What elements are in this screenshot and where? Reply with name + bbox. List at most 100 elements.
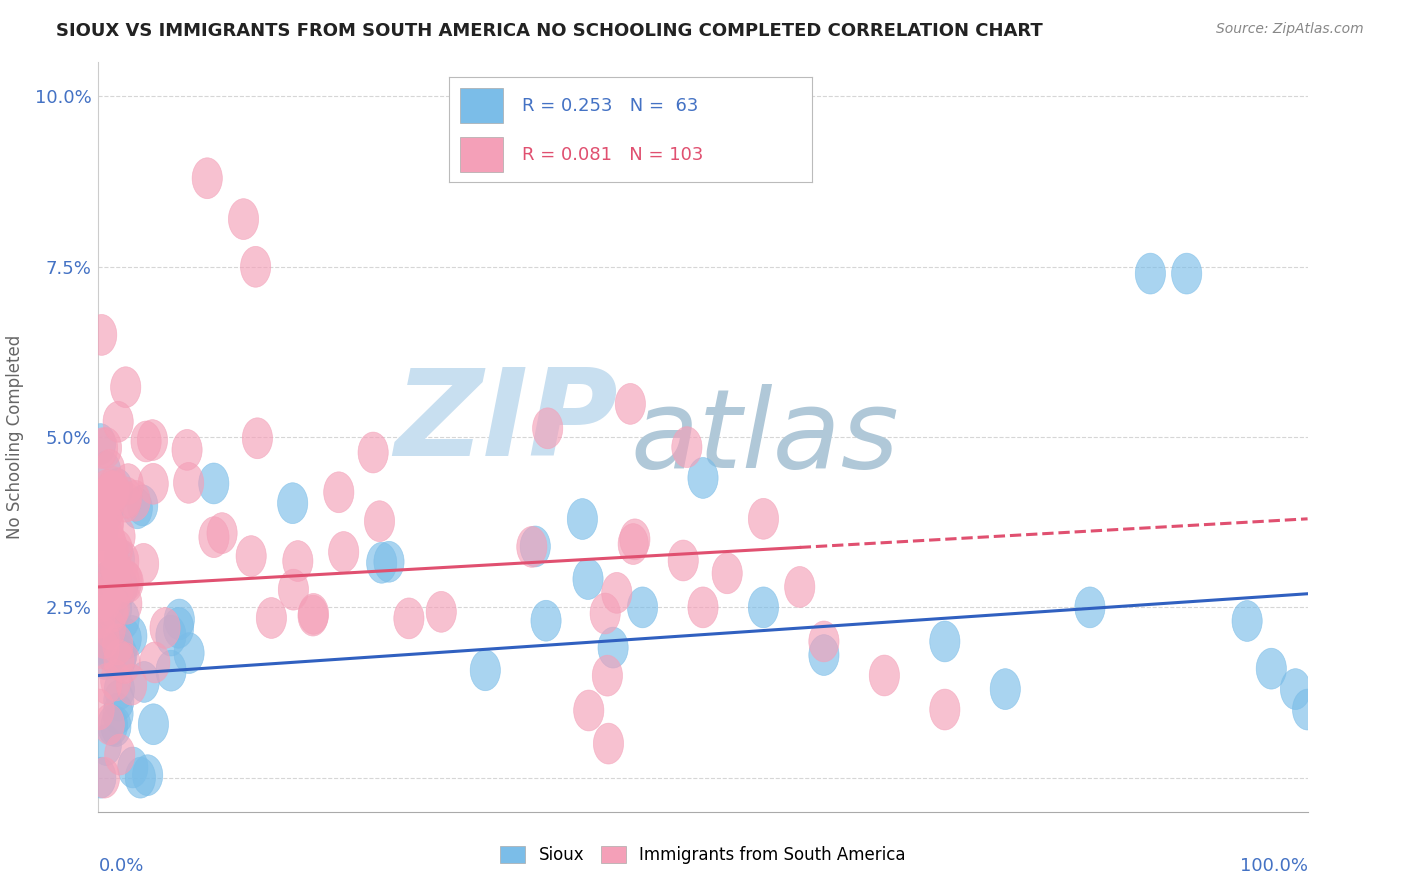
Ellipse shape [748,587,779,628]
Ellipse shape [156,615,186,656]
Ellipse shape [150,607,180,648]
Ellipse shape [103,530,132,570]
Ellipse shape [174,632,204,673]
Ellipse shape [94,473,125,513]
Ellipse shape [593,723,624,764]
Text: 100.0%: 100.0% [1240,856,1308,875]
Ellipse shape [90,501,121,542]
Ellipse shape [990,669,1021,709]
Ellipse shape [112,562,143,603]
Ellipse shape [688,587,718,628]
Ellipse shape [394,598,425,639]
Ellipse shape [602,573,631,614]
Ellipse shape [1232,600,1263,641]
Ellipse shape [236,536,266,576]
Ellipse shape [688,458,718,499]
Ellipse shape [111,583,142,624]
Ellipse shape [104,669,135,710]
Ellipse shape [101,548,131,589]
Ellipse shape [592,656,623,696]
Ellipse shape [91,580,121,620]
Ellipse shape [627,587,658,628]
Ellipse shape [869,655,900,696]
Text: ZIP: ZIP [395,364,619,481]
Ellipse shape [101,588,132,629]
Ellipse shape [139,642,170,683]
Ellipse shape [359,432,388,473]
Ellipse shape [90,451,121,492]
Ellipse shape [97,471,128,512]
Ellipse shape [111,618,141,659]
Ellipse shape [598,627,628,668]
Ellipse shape [86,424,115,465]
Ellipse shape [87,315,117,355]
Ellipse shape [108,541,139,582]
Ellipse shape [101,660,131,701]
Ellipse shape [98,541,128,581]
Ellipse shape [90,757,120,798]
Ellipse shape [112,464,143,505]
Ellipse shape [374,541,404,582]
Ellipse shape [711,553,742,594]
Ellipse shape [808,634,839,675]
Ellipse shape [91,515,121,556]
Ellipse shape [97,705,128,746]
Ellipse shape [97,632,128,673]
Ellipse shape [86,555,115,596]
Ellipse shape [91,724,121,765]
Ellipse shape [131,421,162,462]
Ellipse shape [672,426,702,467]
Ellipse shape [91,570,121,611]
Ellipse shape [91,664,122,705]
Ellipse shape [165,599,194,640]
Ellipse shape [107,566,138,607]
Ellipse shape [1281,669,1310,709]
Ellipse shape [173,462,204,503]
Ellipse shape [94,704,124,745]
Text: atlas: atlas [630,384,898,491]
Ellipse shape [103,401,134,442]
Ellipse shape [84,689,114,730]
Ellipse shape [87,428,118,468]
Ellipse shape [111,477,142,518]
Ellipse shape [620,519,650,560]
Ellipse shape [193,158,222,199]
Ellipse shape [117,665,146,705]
Ellipse shape [110,481,141,522]
Ellipse shape [86,495,115,536]
Ellipse shape [283,541,314,582]
Ellipse shape [112,560,142,601]
Ellipse shape [94,585,124,626]
Ellipse shape [104,640,134,681]
Ellipse shape [277,483,308,524]
Ellipse shape [84,524,114,566]
Ellipse shape [108,561,139,601]
Ellipse shape [117,615,148,657]
Ellipse shape [98,471,129,512]
Ellipse shape [120,480,150,521]
Ellipse shape [125,757,156,798]
Ellipse shape [1074,587,1105,628]
Ellipse shape [104,734,135,775]
Ellipse shape [100,587,129,628]
Ellipse shape [98,467,128,508]
Ellipse shape [93,490,124,531]
Ellipse shape [329,532,359,573]
Ellipse shape [84,587,114,628]
Y-axis label: No Schooling Completed: No Schooling Completed [6,335,24,539]
Ellipse shape [110,599,139,640]
Text: 0.0%: 0.0% [98,856,143,875]
Ellipse shape [198,516,229,558]
Ellipse shape [90,577,120,617]
Ellipse shape [567,499,598,540]
Ellipse shape [240,246,271,287]
Ellipse shape [198,463,229,504]
Ellipse shape [89,629,120,669]
Ellipse shape [110,642,141,683]
Ellipse shape [591,593,620,634]
Ellipse shape [91,523,121,563]
Ellipse shape [89,617,120,658]
Ellipse shape [96,524,127,565]
Legend: Sioux, Immigrants from South America: Sioux, Immigrants from South America [494,839,912,871]
Ellipse shape [242,417,273,458]
